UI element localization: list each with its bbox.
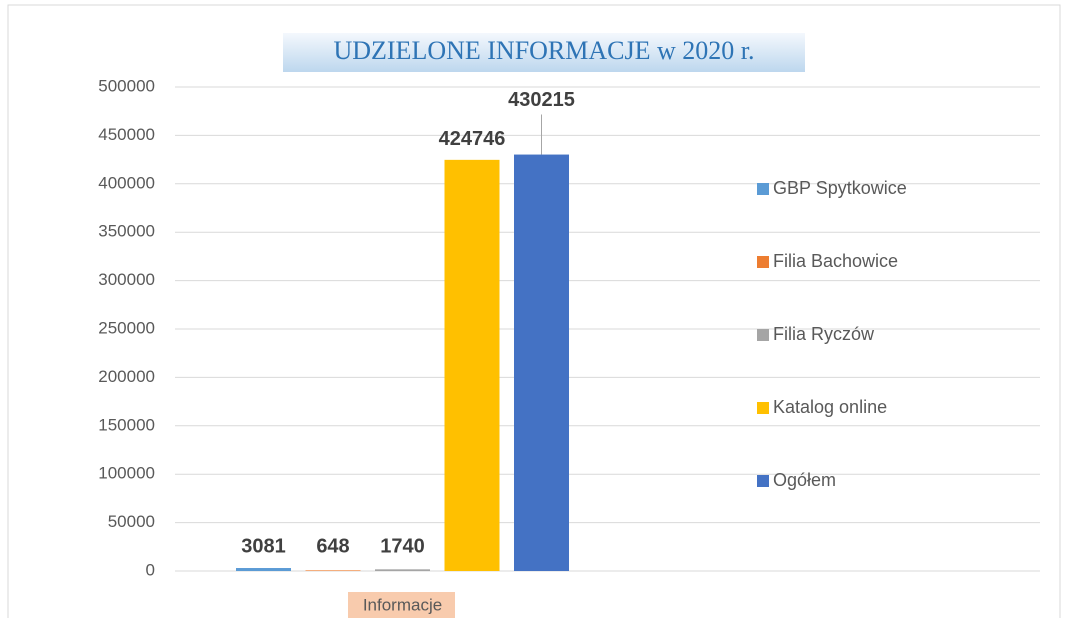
y-tick-label: 200000 bbox=[98, 367, 155, 386]
bar bbox=[444, 159, 500, 571]
y-tick-label: 300000 bbox=[98, 270, 155, 289]
legend-swatch bbox=[757, 402, 769, 414]
y-tick-label: 0 bbox=[146, 560, 155, 579]
y-tick-label: 500000 bbox=[98, 76, 155, 95]
data-label: 648 bbox=[316, 535, 349, 557]
legend-label: GBP Spytkowice bbox=[773, 178, 907, 198]
bar bbox=[305, 570, 361, 571]
chart-frame bbox=[7, 4, 1061, 618]
y-tick-label: 400000 bbox=[98, 173, 155, 192]
legend-label: Ogółem bbox=[773, 470, 836, 490]
legend-label: Filia Ryczów bbox=[773, 324, 875, 344]
bar bbox=[514, 154, 569, 571]
y-tick-label: 100000 bbox=[98, 464, 155, 483]
data-label: 424746 bbox=[439, 128, 506, 150]
x-tick-label: Informacje bbox=[363, 595, 442, 614]
legend-swatch bbox=[757, 183, 769, 195]
data-label: 430215 bbox=[508, 89, 575, 111]
data-label: 1740 bbox=[380, 535, 425, 557]
y-tick-label: 50000 bbox=[108, 512, 155, 531]
y-tick-label: 250000 bbox=[98, 318, 155, 337]
legend-swatch bbox=[757, 475, 769, 487]
legend-label: Filia Bachowice bbox=[773, 251, 898, 271]
y-tick-label: 450000 bbox=[98, 125, 155, 144]
data-label: 3081 bbox=[241, 535, 286, 557]
title-box bbox=[283, 33, 805, 72]
category-box bbox=[348, 592, 455, 618]
y-tick-label: 150000 bbox=[98, 415, 155, 434]
y-tick-label: 350000 bbox=[98, 222, 155, 241]
chart-title: UDZIELONE INFORMACJE w 2020 r. bbox=[333, 36, 754, 65]
legend-swatch bbox=[757, 256, 769, 268]
legend-label: Katalog online bbox=[773, 397, 887, 417]
bar bbox=[236, 568, 291, 571]
bar bbox=[375, 569, 430, 571]
legend-swatch bbox=[757, 329, 769, 341]
